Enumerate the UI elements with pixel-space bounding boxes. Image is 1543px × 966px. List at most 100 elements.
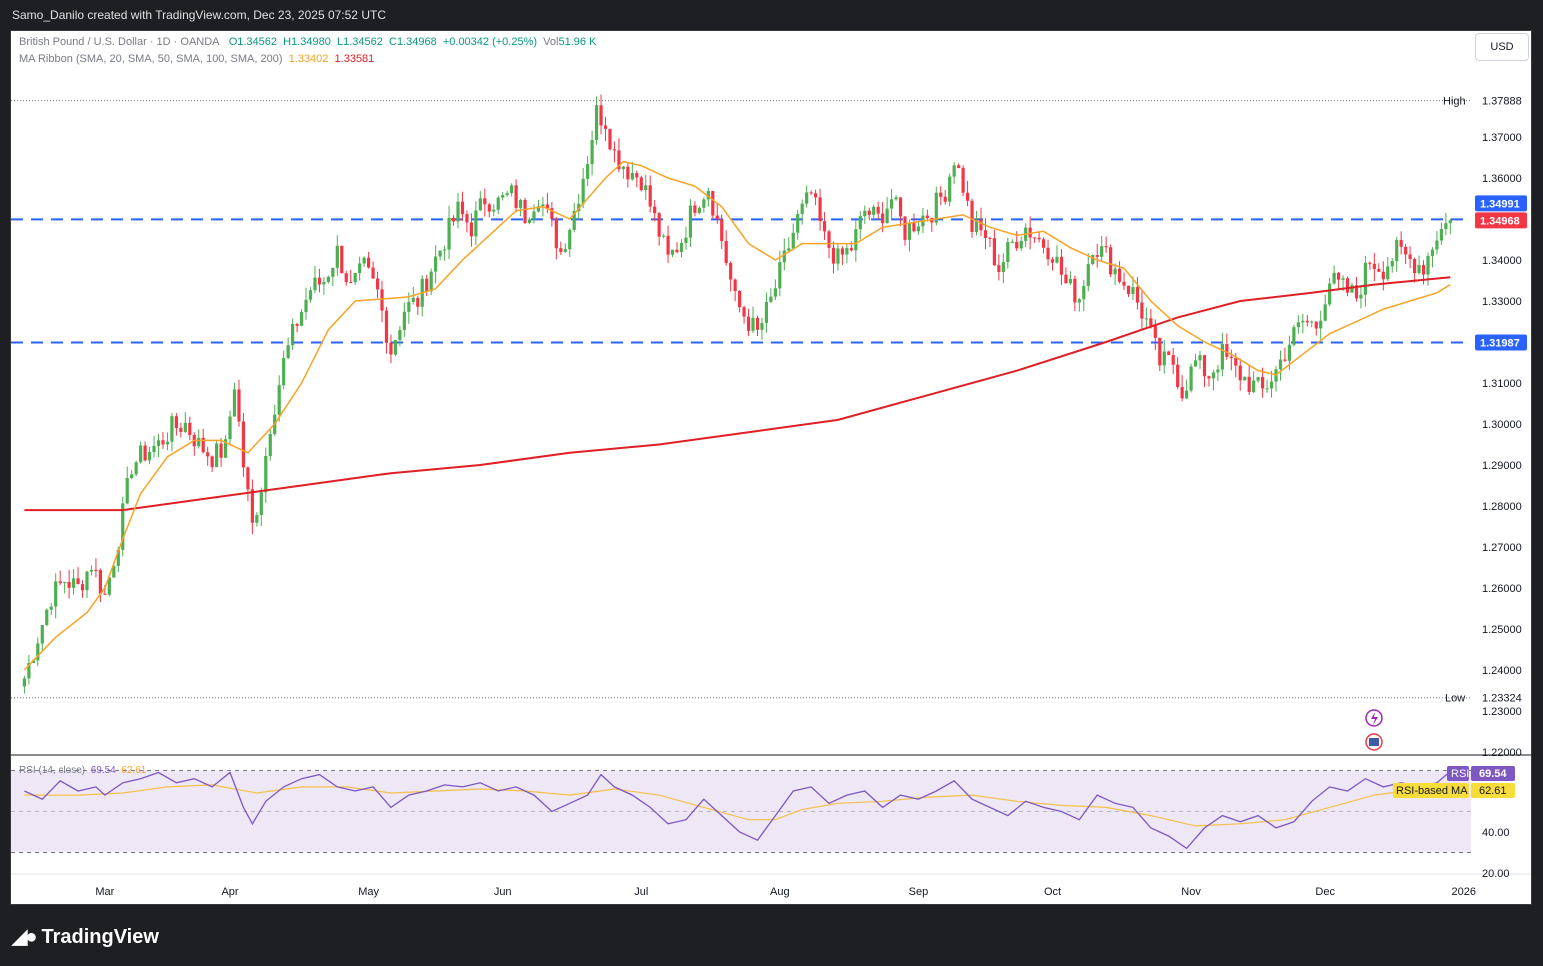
candle-body (563, 249, 567, 252)
candle-body (40, 624, 44, 644)
price-tick-label: 1.27000 (1482, 542, 1522, 554)
candle-body (706, 191, 710, 200)
legend-ma-label: MA Ribbon (SMA, 20, SMA, 50, SMA, 100, S… (19, 53, 283, 65)
candle-body (746, 316, 751, 331)
candle-body (1314, 321, 1318, 329)
candle-body (836, 248, 840, 264)
chart-frame[interactable]: 1.370001.360001.350001.340001.330001.320… (10, 30, 1532, 905)
candle-body (228, 416, 232, 440)
price-tick-label: 1.31000 (1482, 378, 1522, 390)
candle-body (1350, 285, 1354, 293)
candle-body (568, 229, 572, 250)
candle-body (523, 199, 527, 224)
price-tick-label: 1.30000 (1482, 419, 1522, 431)
candle-body (1301, 320, 1305, 323)
candle-body (492, 209, 496, 212)
rsi-ma-tag-bg (1393, 783, 1469, 798)
candle-body (541, 204, 545, 207)
candle-body (621, 166, 625, 170)
tradingview-logo-icon: ◢● (12, 926, 38, 948)
candle-body (1283, 359, 1287, 361)
candle-body (760, 322, 764, 330)
legend-open: O1.34562 (228, 36, 278, 48)
candle-body (612, 149, 617, 151)
candle-body (63, 581, 67, 584)
candle-body (1439, 228, 1443, 241)
time-tick-label: Oct (1044, 886, 1061, 898)
candle-body (241, 421, 246, 468)
candle-body (353, 273, 357, 283)
candle-body (1046, 247, 1050, 260)
candle-body (210, 456, 214, 468)
candle-body (1117, 268, 1122, 282)
candle-body (670, 249, 675, 255)
candle-body (518, 199, 523, 208)
candle-body (451, 217, 456, 222)
candle-body (1238, 365, 1242, 381)
candle-body (1077, 299, 1081, 303)
candle-body (867, 210, 871, 215)
candle-body (639, 177, 643, 191)
candle-body (711, 191, 715, 216)
price-tick-label: 1.34000 (1482, 255, 1522, 267)
candle-body (143, 445, 147, 461)
candle-body (402, 311, 406, 330)
candle-body (1037, 237, 1041, 240)
candle-body (76, 578, 80, 585)
candle-body (679, 242, 684, 253)
time-tick-label: May (358, 886, 379, 898)
candle-body (992, 238, 996, 266)
legend-volume: 51.96 K (558, 36, 597, 48)
candle-body (1144, 318, 1148, 320)
candle-body (134, 462, 138, 475)
candle-body (1368, 262, 1372, 264)
candle-body (751, 317, 755, 331)
candle-body (903, 216, 907, 240)
candle-body (818, 197, 822, 222)
time-tick-label: Mar (95, 886, 114, 898)
candle-body (1310, 321, 1314, 323)
candle-body (384, 310, 389, 343)
candle-body (536, 206, 541, 212)
candle-body (1336, 272, 1341, 280)
candle-body (483, 198, 487, 205)
price-chart[interactable]: 1.370001.360001.350001.340001.330001.320… (11, 31, 1532, 905)
candle-body (1345, 278, 1350, 293)
candle-body (1167, 351, 1171, 356)
candle-body (1019, 240, 1023, 249)
candle-body (411, 297, 415, 302)
candle-body (545, 204, 549, 209)
candle-body (286, 345, 290, 359)
candle-body (943, 196, 947, 202)
candle-body (1131, 287, 1135, 294)
candle-body (438, 250, 442, 257)
candle-body (1381, 271, 1385, 280)
candle-body (474, 210, 478, 237)
candle-body (496, 197, 500, 210)
legend-rsi-row: RSI (14, close) 69.54 62.61 (19, 765, 146, 776)
candle-body (1001, 262, 1005, 273)
candle-body (1261, 377, 1265, 389)
candle-body (103, 593, 107, 595)
candle-body (89, 569, 94, 572)
legend-ma20-value: 1.33402 (288, 53, 329, 65)
candle-body (773, 288, 777, 297)
candle-body (724, 240, 728, 264)
candle-body (1328, 283, 1332, 305)
candle-body (827, 231, 831, 248)
price-tick-label: 1.24000 (1482, 665, 1522, 677)
candle-body (156, 440, 161, 446)
candle-body (121, 503, 125, 550)
candle-body (939, 192, 943, 197)
lightning-bolt-icon (1371, 712, 1378, 725)
currency-button[interactable]: USD (1475, 33, 1529, 61)
rsi-line (24, 770, 1451, 850)
candle-body (648, 185, 652, 207)
price-tick-label: 1.22000 (1482, 747, 1522, 759)
candle-body (603, 125, 608, 129)
candle-body (644, 185, 648, 191)
candle-body (948, 176, 952, 202)
candle-body (460, 201, 465, 215)
candle-body (317, 277, 322, 285)
candle-body (581, 178, 585, 204)
